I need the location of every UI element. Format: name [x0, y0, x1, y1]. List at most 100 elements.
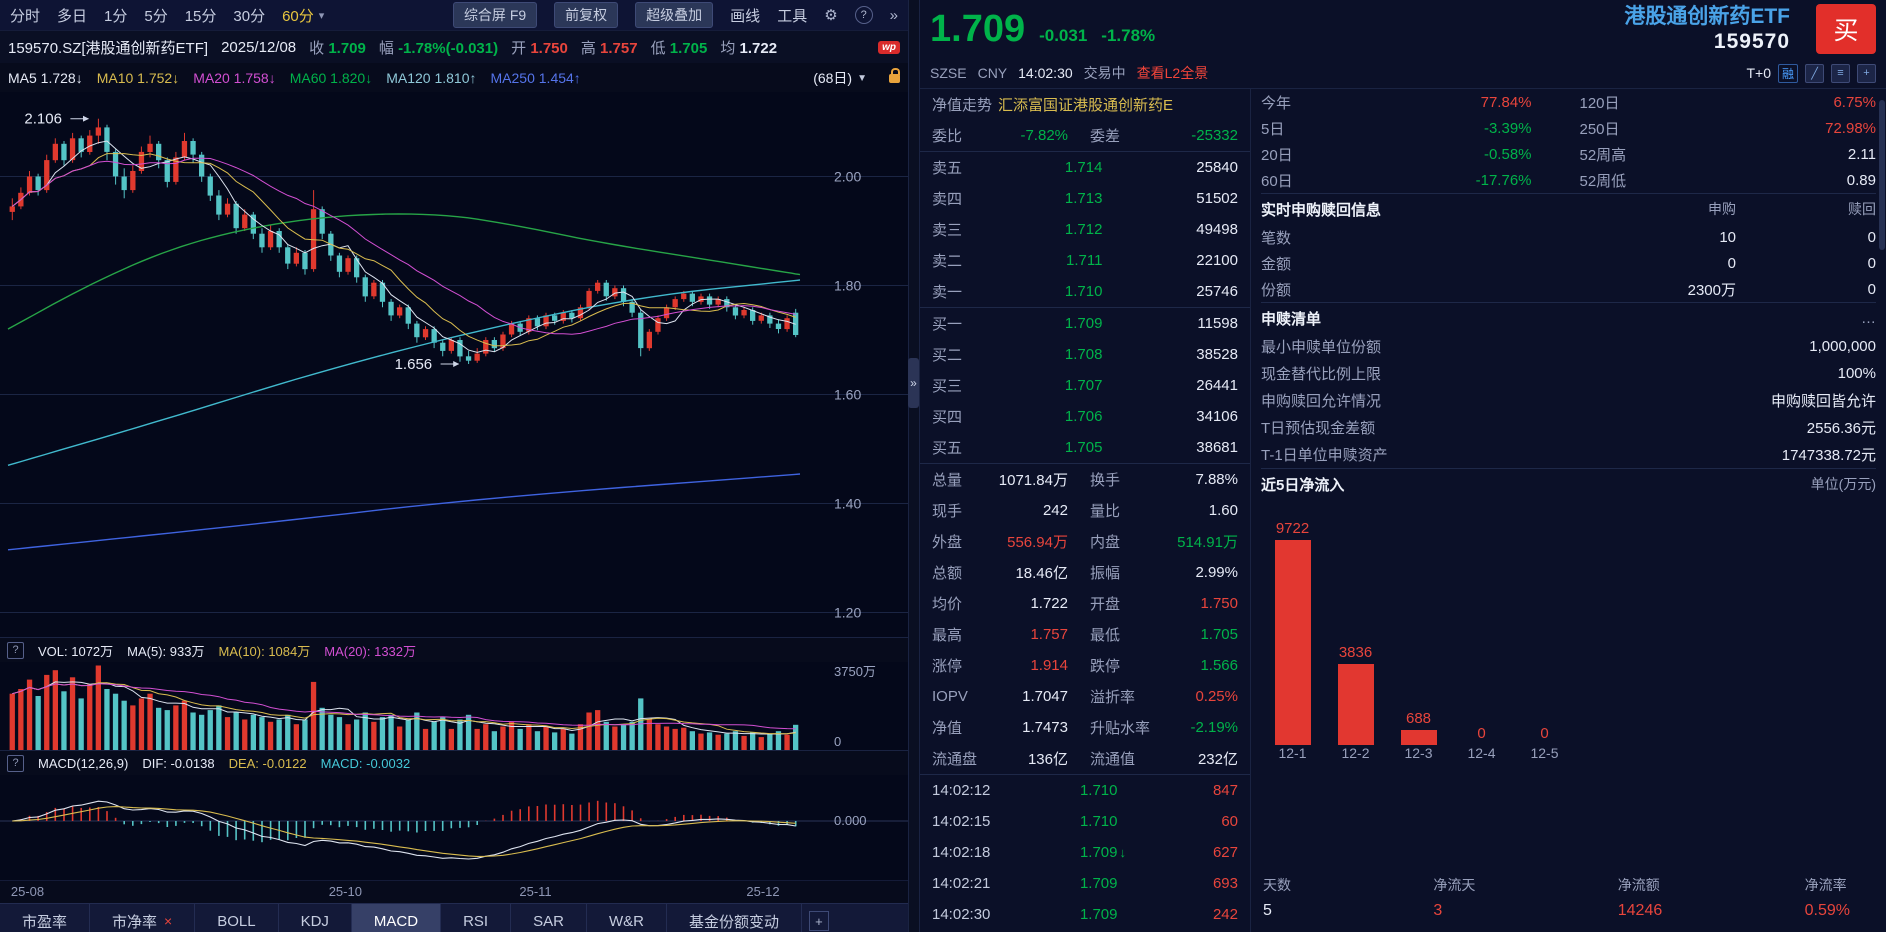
stat-row: 净值 1.7473 升贴水率 -2.19% [932, 719, 1238, 737]
period-30min[interactable]: 30分 [233, 7, 266, 25]
draw-line-button[interactable]: 画线 [730, 7, 761, 25]
flow-bar-value: 0 [1477, 725, 1486, 742]
super-overlay-button[interactable]: 超级叠加 [635, 2, 714, 28]
chart-section: 分时 多日 1分 5分 15分 30分 60分 ▾ 综合屏 F9 前复权 超级叠… [0, 0, 908, 932]
period-multiday[interactable]: 多日 [57, 7, 88, 25]
tab-macd[interactable]: MACD [351, 904, 442, 932]
help-icon[interactable]: ? [7, 641, 24, 659]
quote-info-bar: 159570.SZ[港股通创新药ETF] 2025/12/08 收 1.709 … [0, 30, 908, 63]
stat-row: 均价 1.722 开盘 1.750 [932, 595, 1238, 613]
returns-row: 60日 -17.76% 52周低 0.89 [1261, 171, 1876, 190]
flow-bar-category: 12-3 [1404, 745, 1433, 761]
ask-row-4[interactable]: 卖四 1.713 51502 [932, 190, 1238, 208]
ask-row-2[interactable]: 卖二 1.711 22100 [932, 252, 1238, 270]
composite-screen-button[interactable]: 综合屏 F9 [452, 2, 538, 28]
tab-pe-ratio[interactable]: 市盈率 [0, 904, 91, 932]
flow-bar-column: 688 [1387, 505, 1450, 745]
security-name: 港股通创新药ETF [1624, 4, 1790, 28]
net-inflow-stats: 天数 5 净流天 3 净流额 14246 净流率 0.59% [1261, 869, 1876, 932]
ask-row-3[interactable]: 卖三 1.712 49498 [932, 221, 1238, 239]
chart-toolbar: 分时 多日 1分 5分 15分 30分 60分 ▾ 综合屏 F9 前复权 超级叠… [0, 0, 908, 30]
net-inflow-categories: 12-1 12-2 12-3 12-4 12-5 [1261, 745, 1876, 769]
period-5min[interactable]: 5分 [144, 7, 168, 25]
flow-bar-category: 12-1 [1278, 745, 1307, 761]
tab-kdj[interactable]: KDJ [279, 904, 352, 932]
svg-text:1.656: 1.656 [395, 356, 433, 373]
ma10-legend: MA10 1.752↓ [96, 70, 180, 86]
fund-nav-link[interactable]: 汇添富国证港股通创新药E [998, 97, 1174, 114]
svg-text:0: 0 [834, 734, 841, 749]
period-60min[interactable]: 60分 [282, 7, 314, 25]
tools-button[interactable]: 工具 [777, 7, 808, 25]
time-axis: 25-08 25-10 25-11 25-12 [0, 880, 908, 903]
period-1min[interactable]: 1分 [104, 7, 128, 25]
flow-bar-column: 3836 [1324, 505, 1387, 745]
subscription-row: 金额 0 0 [1261, 254, 1876, 273]
help-icon[interactable]: ? [854, 6, 873, 24]
gear-icon[interactable]: ⚙ [824, 7, 838, 24]
x-axis-label: 25-10 [328, 884, 362, 899]
tick-row: 14:02:18 1.709 ↓ 627 [932, 844, 1238, 861]
returns-row: 5日 -3.39% 250日 72.98% [1261, 119, 1876, 138]
tick-row: 14:02:15 1.710 60 [932, 813, 1238, 830]
open-label: 开 [511, 39, 527, 57]
svg-text:0.000: 0.000 [834, 813, 867, 828]
collapse-handle[interactable]: » [908, 358, 919, 408]
l2-panorama-link[interactable]: 查看L2全景 [1136, 65, 1209, 81]
close-icon[interactable]: × [164, 913, 173, 929]
caret-down-icon: ▼ [857, 72, 867, 84]
stat-row: 流通盘 136亿 流通值 232亿 [932, 751, 1238, 768]
tab-fund-shares[interactable]: 基金份额变动 [667, 904, 802, 932]
macd-chart[interactable]: 0.000 [0, 775, 908, 880]
nav-trend-row: 净值走势 汇添富国证港股通创新药E [920, 89, 1250, 120]
wp-badge-icon[interactable]: wp [878, 40, 900, 54]
price-change: -0.031 [1039, 26, 1088, 45]
period-intraday[interactable]: 分时 [10, 7, 41, 25]
redemption-row: 申购赎回允许情况 申购赎回皆允许 [1261, 393, 1876, 410]
tab-rsi[interactable]: RSI [441, 904, 512, 932]
open-value: 1.750 [530, 39, 568, 57]
tab-wr[interactable]: W&R [587, 904, 667, 932]
bid-row-4[interactable]: 买四 1.706 34106 [932, 408, 1238, 426]
more-chevrons-icon[interactable]: » [889, 6, 898, 24]
more-button[interactable]: … [1861, 309, 1876, 327]
chevron-down-icon[interactable]: ▾ [318, 9, 325, 22]
margin-trading-icon[interactable]: 融 [1777, 63, 1798, 83]
ma120-legend: MA120 1.810↑ [386, 70, 477, 86]
bid-row-3[interactable]: 买三 1.707 26441 [932, 377, 1238, 395]
forward-adjust-button[interactable]: 前复权 [554, 2, 619, 28]
visible-range-dropdown[interactable]: (68日) ▼ [813, 68, 867, 88]
add-indicator-button[interactable]: + [802, 904, 836, 932]
redemption-row: T-1日单位申赎资产 1747338.72元 [1261, 447, 1876, 464]
tab-sar[interactable]: SAR [511, 904, 587, 932]
tick-row: 14:02:30 1.709 242 [932, 906, 1238, 923]
ask-row-1[interactable]: 卖一 1.710 25746 [932, 283, 1238, 301]
bid-row-1[interactable]: 买一 1.709 11598 [932, 315, 1238, 333]
ask-row-5[interactable]: 卖五 1.714 25840 [932, 159, 1238, 177]
lock-icon[interactable] [889, 67, 900, 83]
flow-bar-value: 3836 [1338, 644, 1373, 661]
bid-row-2[interactable]: 买二 1.708 38528 [932, 346, 1238, 364]
period-15min[interactable]: 15分 [184, 7, 217, 25]
returns-row: 今年 77.84% 120日 6.75% [1261, 93, 1876, 112]
volume-chart[interactable]: 3750万 0 [0, 662, 908, 750]
candlestick-chart[interactable]: 1.20 1.40 1.60 1.80 2.00 2.106 1.656 [0, 92, 908, 637]
stat-row: 总量 1071.84万 换手 7.88% [932, 471, 1238, 489]
subscription-section-header: 实时申购赎回信息 申购 赎回 [1261, 193, 1876, 224]
buy-button[interactable]: 买 [1816, 4, 1876, 54]
flow-bar-column: 9722 [1261, 505, 1324, 745]
vol-ma10: MA(10): 1084万 [218, 643, 311, 659]
close-label: 收 [309, 39, 325, 57]
help-icon[interactable]: ? [7, 754, 24, 772]
add-icon[interactable] [1857, 63, 1876, 83]
flow-bar-column: 0 [1450, 505, 1513, 745]
tab-pb-ratio[interactable]: 市净率 × [90, 904, 196, 932]
flow-stat-net-days: 净流天 3 [1433, 877, 1476, 919]
stat-row: 总额 18.46亿 振幅 2.99% [932, 564, 1238, 582]
tab-boll[interactable]: BOLL [195, 904, 279, 932]
list-icon[interactable] [1831, 63, 1850, 83]
edit-icon[interactable] [1805, 63, 1824, 83]
bid-row-5[interactable]: 买五 1.705 38681 [932, 439, 1238, 457]
flow-bar-value: 688 [1405, 710, 1432, 727]
scrollbar[interactable] [1879, 100, 1885, 250]
